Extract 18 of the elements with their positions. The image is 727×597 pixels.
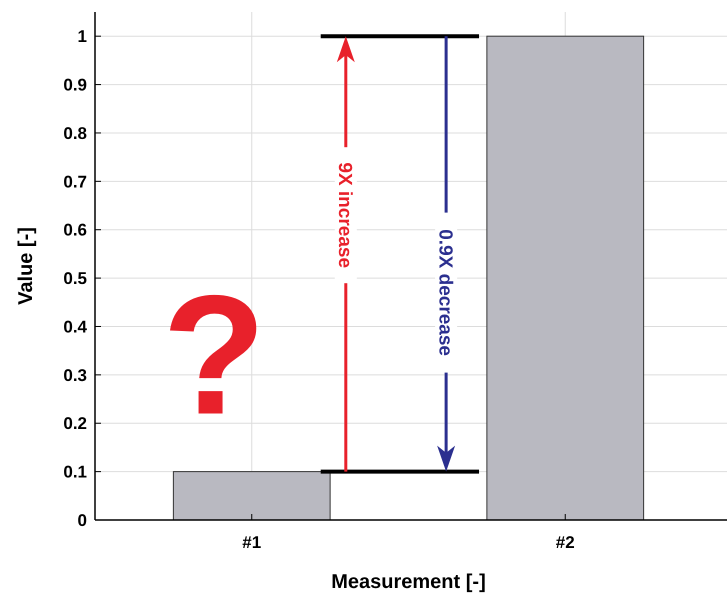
y-tick-label: 0.7	[63, 172, 87, 192]
y-tick-label: 0.1	[63, 462, 87, 482]
y-tick-label: 0.8	[63, 124, 87, 143]
y-tick-label: 0.6	[63, 220, 87, 240]
x-tick-label: #1	[242, 533, 262, 552]
x-axis-title: Measurement [-]	[331, 571, 486, 593]
x-tick-label: #2	[556, 533, 575, 552]
y-tick-label: 0.5	[63, 269, 87, 288]
y-tick-label: 1	[78, 27, 87, 46]
annotation: ?	[162, 260, 266, 451]
annotation: 0.9X decrease	[434, 229, 456, 356]
y-tick-label: 0.3	[63, 366, 87, 385]
y-tick-label: 0.9	[63, 76, 87, 95]
y-tick-label: 0.2	[63, 414, 87, 434]
annotation: 9X increase	[334, 162, 356, 268]
y-tick-label: 0	[78, 510, 87, 530]
y-tick-label: 0.4	[63, 317, 88, 336]
y-axis-title: Value [-]	[15, 227, 37, 305]
